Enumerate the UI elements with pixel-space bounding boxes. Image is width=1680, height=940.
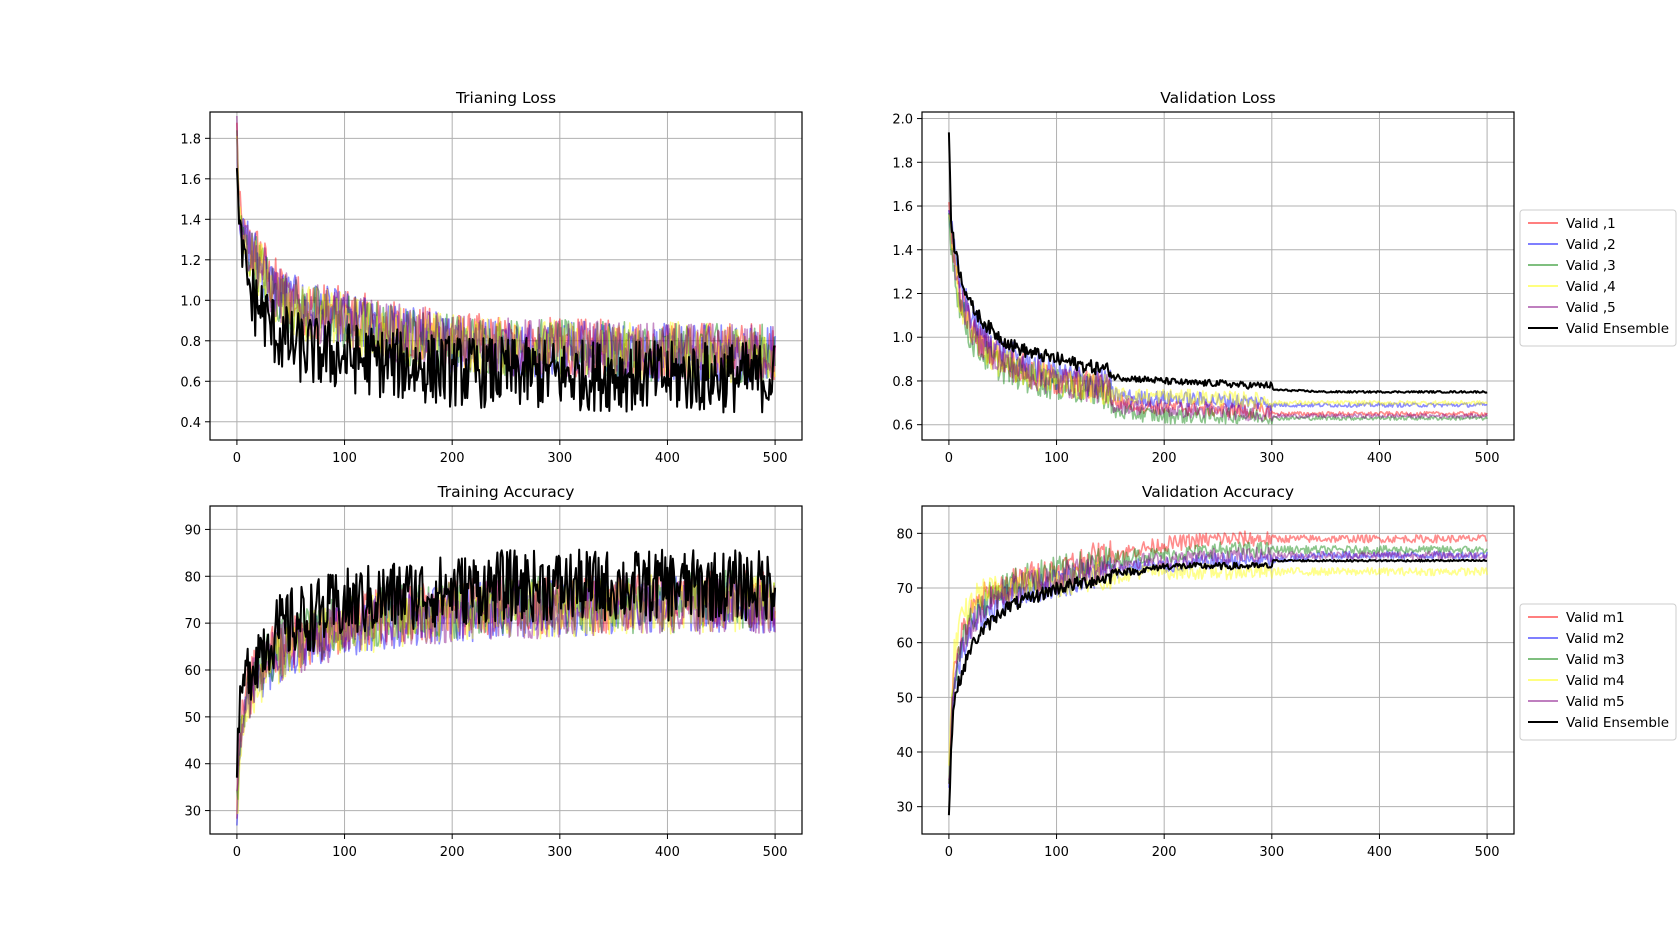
- y-tick-label: 0.8: [180, 335, 201, 350]
- y-tick-label: 60: [184, 664, 201, 679]
- plot-frame: [209, 111, 803, 441]
- y-tick-label: 50: [896, 691, 913, 706]
- x-tick-label: 0: [233, 451, 241, 466]
- x-tick-label: 500: [763, 451, 788, 466]
- x-tick-label: 400: [1367, 451, 1392, 466]
- legend-label: Valid Ensemble: [1566, 321, 1669, 337]
- x-tick-label: 200: [1152, 845, 1177, 860]
- legend-label: Valid ,4: [1566, 279, 1616, 295]
- x-tick-label: 300: [1259, 451, 1284, 466]
- series-line-6: [947, 558, 1488, 816]
- x-tick-label: 0: [945, 451, 953, 466]
- y-tick-label: 30: [184, 805, 201, 820]
- chart-title: Validation Loss: [1160, 89, 1275, 107]
- x-tick-label: 100: [332, 845, 357, 860]
- x-tick-label: 400: [655, 451, 680, 466]
- y-tick-label: 80: [184, 570, 201, 585]
- x-tick-label: 500: [1475, 451, 1500, 466]
- y-tick-label: 0.4: [180, 416, 201, 431]
- y-tick-label: 1.2: [180, 254, 201, 269]
- x-tick-label: 100: [332, 451, 357, 466]
- series-line-5: [948, 209, 1488, 422]
- legend-label: Valid ,5: [1566, 300, 1616, 316]
- chart-title: Trianing Loss: [455, 89, 556, 107]
- x-tick-label: 400: [1367, 845, 1392, 860]
- x-tick-label: 0: [945, 845, 953, 860]
- x-tick-label: 200: [440, 451, 465, 466]
- y-tick-label: 60: [896, 637, 913, 652]
- x-tick-label: 300: [547, 845, 572, 860]
- series-line-3: [948, 213, 1488, 425]
- chart-panel-1: 0 100 200 300 400 500 0.4 0.6 0.8 1.0 1.2 1.4 1.6 1.8…: [180, 89, 803, 466]
- legend-label: Valid m1: [1566, 610, 1625, 626]
- series-line-6: [235, 548, 777, 778]
- x-tick-label: 400: [655, 845, 680, 860]
- series-line-2: [948, 550, 1488, 788]
- series-line-4: [948, 561, 1488, 766]
- chart-title: Validation Accuracy: [1142, 483, 1294, 501]
- series-line-3: [948, 541, 1488, 784]
- series-line-6: [947, 132, 1488, 394]
- y-tick-label: 40: [184, 758, 201, 773]
- series-line-4: [948, 214, 1488, 409]
- y-tick-label: 70: [896, 582, 913, 597]
- series-line-1: [948, 530, 1488, 785]
- x-tick-label: 100: [1044, 845, 1069, 860]
- y-tick-label: 0.8: [892, 375, 913, 390]
- legend-label: Valid ,3: [1566, 258, 1616, 274]
- chart-panel-4: 0 100 200 300 400 500 30 40 50 60 70 80 Validation A…: [896, 483, 1677, 860]
- legend: Valid ,1 Valid ,2 Valid ,3 Valid ,4 Valid ,5…: [1519, 209, 1677, 347]
- chart-panel-3: 0 100 200 300 400 500 30 40 50 60 70 80 90 Training A…: [184, 483, 803, 860]
- chart-panel-2: 0 100 200 300 400 500 0.6 0.8 1.0 1.2 1.4 1.6 1.8 2.0…: [892, 89, 1677, 466]
- legend-label: Valid m4: [1566, 673, 1625, 689]
- y-tick-label: 1.8: [180, 132, 201, 147]
- y-tick-label: 1.6: [892, 200, 913, 215]
- y-tick-label: 30: [896, 801, 913, 816]
- y-tick-label: 80: [896, 527, 913, 542]
- y-tick-label: 1.4: [180, 213, 201, 228]
- y-tick-label: 90: [184, 523, 201, 538]
- x-tick-label: 300: [1259, 845, 1284, 860]
- y-tick-label: 1.0: [892, 331, 913, 346]
- y-tick-label: 40: [896, 746, 913, 761]
- series-line-6: [235, 168, 776, 414]
- legend: Valid m1 Valid m2 Valid m3 Valid m4 Valid m5…: [1519, 603, 1677, 741]
- legend-box: [1519, 209, 1677, 347]
- y-tick-label: 1.4: [892, 244, 913, 259]
- x-tick-label: 200: [440, 845, 465, 860]
- x-tick-label: 500: [1475, 845, 1500, 860]
- y-tick-label: 1.0: [180, 294, 201, 309]
- series-line-5: [948, 546, 1488, 781]
- y-tick-label: 1.2: [892, 287, 913, 302]
- y-tick-label: 1.8: [892, 156, 913, 171]
- chart-title: Training Accuracy: [437, 483, 575, 501]
- y-tick-label: 70: [184, 617, 201, 632]
- y-tick-label: 1.6: [180, 173, 201, 188]
- y-tick-label: 50: [184, 711, 201, 726]
- legend-label: Valid ,2: [1566, 237, 1616, 253]
- legend-label: Valid Ensemble: [1566, 715, 1669, 731]
- x-tick-label: 100: [1044, 451, 1069, 466]
- legend-label: Valid ,1: [1566, 216, 1616, 232]
- y-tick-label: 0.6: [892, 419, 913, 434]
- plot-frame: [921, 111, 1515, 441]
- x-tick-label: 0: [233, 845, 241, 860]
- legend-label: Valid m3: [1566, 652, 1625, 668]
- legend-box: [1519, 603, 1677, 741]
- series-line-4: [236, 136, 776, 384]
- series-line-5: [236, 115, 776, 384]
- x-tick-label: 200: [1152, 451, 1177, 466]
- plot-frame: [921, 505, 1515, 835]
- y-tick-label: 2.0: [892, 113, 913, 128]
- y-tick-label: 0.6: [180, 375, 201, 390]
- series-line-2: [236, 138, 776, 383]
- legend-label: Valid m5: [1566, 694, 1625, 710]
- legend-label: Valid m2: [1566, 631, 1625, 647]
- series-line-1: [948, 202, 1488, 420]
- x-tick-label: 300: [547, 451, 572, 466]
- x-tick-label: 500: [763, 845, 788, 860]
